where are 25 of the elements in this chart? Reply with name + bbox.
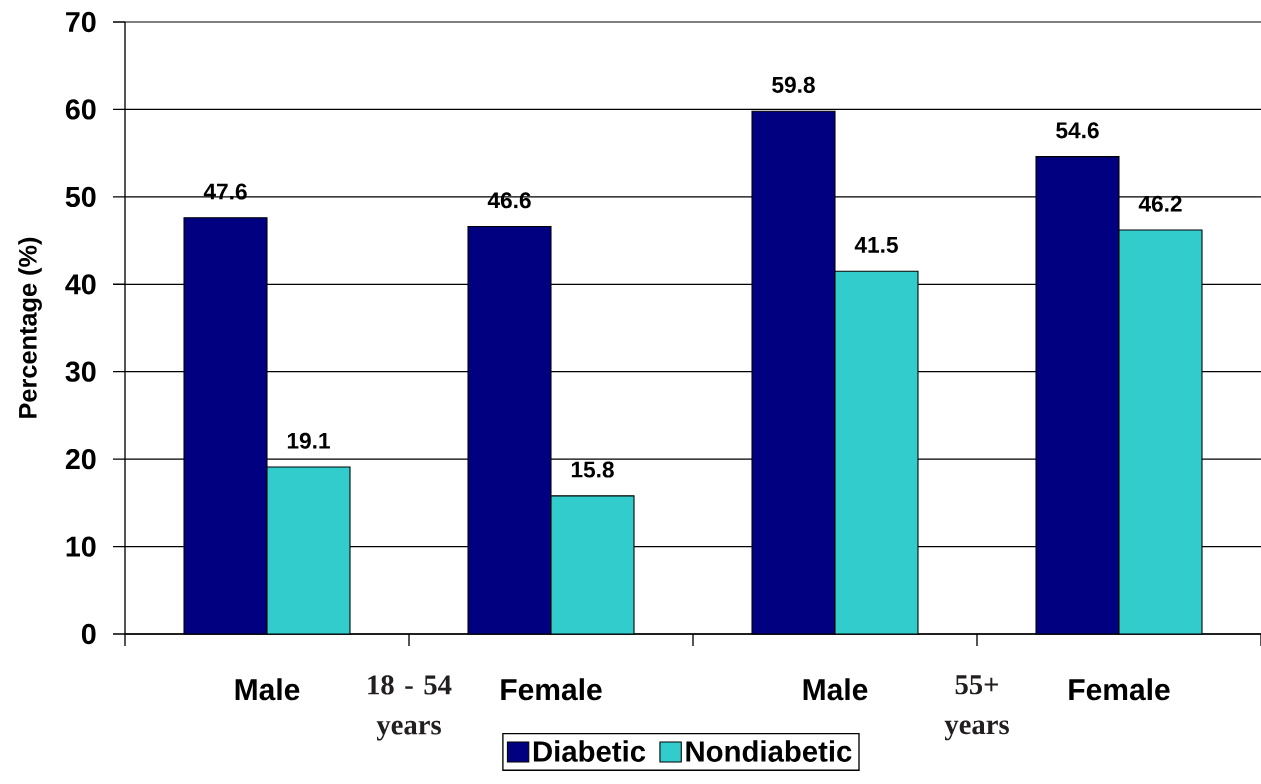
data-label: 54.6 bbox=[1056, 122, 1099, 139]
data-label: 41.5 bbox=[854, 237, 898, 253]
x-tick-label: Female bbox=[1069, 678, 1170, 701]
y-tick-label: 30 bbox=[65, 361, 96, 382]
y-tick-label: 50 bbox=[65, 186, 96, 207]
x-tick-label: Female bbox=[501, 678, 602, 701]
y-tick-label: 20 bbox=[65, 448, 96, 470]
legend-label: Diabetic bbox=[533, 740, 646, 762]
y-tick-label: 0 bbox=[81, 623, 96, 645]
x-tick-label: Male bbox=[235, 678, 300, 701]
data-label: 46.2 bbox=[1138, 195, 1182, 212]
data-label: 47.6 bbox=[203, 183, 247, 200]
y-tick-label: 70 bbox=[66, 11, 96, 33]
data-label: 46.6 bbox=[487, 192, 531, 209]
text: 18 - 54 years bbox=[368, 675, 452, 741]
legend-label: Nondiabetic bbox=[686, 740, 852, 762]
y-tick-label: 10 bbox=[66, 536, 96, 557]
y-tick-label: 60 bbox=[65, 99, 96, 120]
data-label: 59.8 bbox=[772, 76, 815, 93]
x-tick-label: Male bbox=[803, 678, 868, 701]
data-label: 15.8 bbox=[571, 461, 614, 478]
y-tick-label: 40 bbox=[65, 274, 96, 295]
data-label: 19.1 bbox=[287, 432, 330, 449]
text: 55+ years bbox=[944, 675, 1009, 741]
y-axis-title: Percentage (%) bbox=[18, 237, 42, 418]
